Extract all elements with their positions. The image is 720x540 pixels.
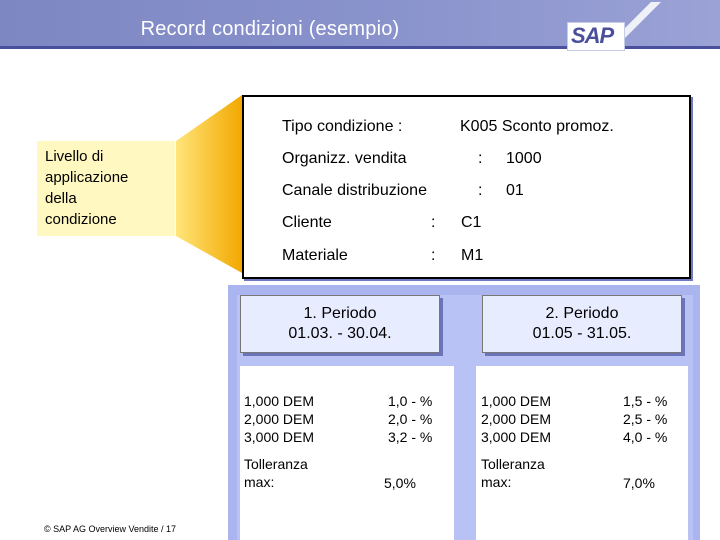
organizz-vendita-value: 1000 bbox=[506, 150, 542, 167]
period-2-rate-1: 1,5 - % bbox=[623, 393, 668, 409]
organizz-vendita-colon: : bbox=[478, 150, 483, 167]
period-2-scales: 1,000 DEM 2,000 DEM 3,000 DEM 1,5 - % 2,… bbox=[476, 366, 688, 540]
period-2-scale-3: 3,000 DEM bbox=[481, 429, 552, 445]
period-2-tolerance-label: Tolleranza max: bbox=[481, 456, 545, 490]
header-divider bbox=[0, 46, 720, 49]
period-1-scales: 1,000 DEM 2,000 DEM 3,000 DEM 1,0 - % 2,… bbox=[240, 366, 454, 540]
organizz-vendita-label: Organizz. vendita bbox=[282, 150, 407, 167]
period-1-range: 01.03. - 30.04. bbox=[288, 325, 392, 342]
period-1-rate-3: 3,2 - % bbox=[388, 429, 433, 445]
condition-level-note: Livello di applicazione della condizione bbox=[37, 141, 175, 236]
period-1-scale-3: 3,000 DEM bbox=[244, 429, 315, 445]
period-1-tolerance-value: 5,0% bbox=[384, 475, 416, 491]
period-2-tolerance-value: 7,0% bbox=[623, 475, 655, 491]
period-2-header: 2. Periodo 01.05 - 31.05. bbox=[482, 295, 682, 353]
canale-distribuzione-label: Canale distribuzione bbox=[282, 182, 427, 199]
materiale-label: Materiale bbox=[282, 247, 348, 264]
period-1-scale-2: 2,000 DEM bbox=[244, 411, 315, 427]
materiale-value: M1 bbox=[461, 247, 484, 264]
condition-record-box: Tipo condizione : K005 Sconto promoz. Or… bbox=[242, 95, 691, 279]
period-2-scale-2: 2,000 DEM bbox=[481, 411, 552, 427]
tipo-condizione-label: Tipo condizione : bbox=[282, 118, 403, 135]
period-1-header: 1. Periodo 01.03. - 30.04. bbox=[240, 295, 440, 353]
sap-logo-icon: SAP bbox=[567, 22, 625, 51]
cliente-value: C1 bbox=[461, 214, 482, 231]
period-2-range: 01.05 - 31.05. bbox=[532, 325, 632, 342]
header-bar: Record condizioni (esempio) SAP bbox=[0, 0, 720, 51]
period-2-name: 2. Periodo bbox=[545, 305, 619, 322]
canale-distribuzione-value: 01 bbox=[506, 182, 524, 199]
cliente-colon: : bbox=[431, 214, 436, 231]
period-2-rate-3: 4,0 - % bbox=[623, 429, 668, 445]
condition-level-text: Livello di applicazione della condizione bbox=[45, 148, 129, 228]
materiale-colon: : bbox=[431, 247, 436, 264]
canale-distribuzione-colon: : bbox=[478, 182, 483, 199]
tipo-condizione-value: K005 Sconto promoz. bbox=[460, 118, 614, 135]
slide-title: Record condizioni (esempio) bbox=[140, 18, 400, 40]
period-1-rate-1: 1,0 - % bbox=[388, 393, 433, 409]
period-1-rate-2: 2,0 - % bbox=[388, 411, 433, 427]
period-2-rate-2: 2,5 - % bbox=[623, 411, 668, 427]
footer-copyright: © SAP AG Overview Vendite / 17 bbox=[44, 524, 177, 534]
funnel-shape bbox=[176, 95, 242, 273]
period-2-scale-1: 1,000 DEM bbox=[481, 393, 552, 409]
period-1-tolerance-label: Tolleranza max: bbox=[244, 456, 308, 490]
period-1-name: 1. Periodo bbox=[303, 305, 377, 322]
period-1-scale-1: 1,000 DEM bbox=[244, 393, 315, 409]
cliente-label: Cliente bbox=[282, 214, 332, 231]
